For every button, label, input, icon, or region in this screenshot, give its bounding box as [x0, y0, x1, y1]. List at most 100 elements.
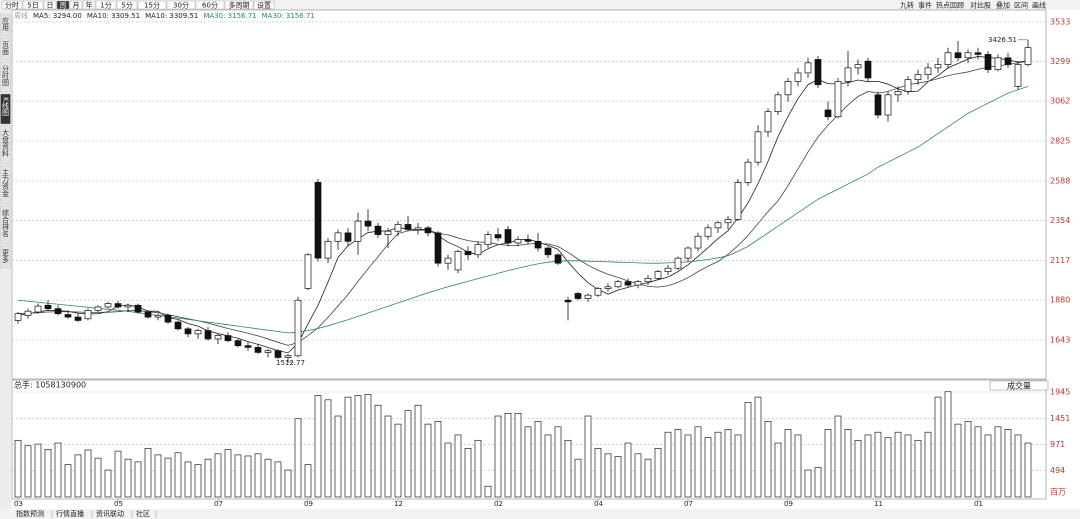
candle-body — [694, 235, 702, 249]
candle-body — [804, 62, 812, 74]
x-tick-label: 05 — [114, 500, 123, 508]
sidebar-label[interactable]: 应用 — [2, 16, 10, 32]
candle-body — [504, 229, 512, 244]
sidebar-label[interactable]: 分时图 — [2, 64, 10, 87]
tool-label[interactable]: 热点回顾 — [936, 1, 964, 10]
toolbar-label[interactable]: 周 — [60, 2, 67, 10]
toolbar-label[interactable]: 日 — [47, 2, 54, 10]
bottom-tab[interactable]: 行情直播 — [56, 509, 84, 518]
volume-bar — [884, 437, 892, 498]
toolbar-label[interactable]: 月 — [73, 2, 80, 10]
candle-body — [614, 281, 622, 288]
x-tick-label: 09 — [784, 500, 793, 508]
toolbar-label[interactable]: 30分 — [173, 1, 189, 10]
candle-body — [944, 52, 952, 65]
sidebar-tab[interactable] — [0, 125, 11, 165]
toolbar-button[interactable] — [82, 0, 96, 10]
volume-bar — [904, 434, 912, 498]
volume-bar — [634, 453, 642, 498]
tool-label[interactable]: 事件 — [918, 1, 932, 10]
bottom-tab[interactable]: 资讯联动 — [96, 509, 124, 518]
sidebar-label[interactable]: 综合排名 — [2, 208, 10, 238]
sidebar-label[interactable]: 主力资金 — [2, 168, 10, 197]
volume-bar — [74, 454, 82, 498]
candle-body — [564, 299, 572, 303]
volume-bar — [674, 429, 682, 498]
volume-bar — [894, 431, 902, 498]
volume-bar — [254, 453, 262, 498]
candle-body — [194, 330, 202, 335]
candle-body — [1004, 57, 1012, 65]
toolbar-label[interactable]: 年 — [86, 1, 93, 10]
toolbar-label[interactable]: 分时 — [5, 1, 19, 10]
volume-bar — [704, 437, 712, 498]
tool-label[interactable]: 区间 — [1014, 2, 1028, 10]
candle-body — [354, 220, 362, 242]
volume-selector[interactable] — [989, 380, 1049, 391]
toolbar-button[interactable] — [137, 0, 167, 10]
candle-body — [144, 311, 152, 318]
volume-bar — [184, 461, 192, 498]
toolbar-label[interactable]: 设置 — [257, 1, 271, 10]
sidebar-tab[interactable] — [0, 245, 11, 269]
candle-body — [404, 224, 412, 230]
toolbar-button[interactable] — [253, 0, 275, 10]
sidebar-tab[interactable] — [0, 61, 11, 93]
sidebar-tab[interactable] — [0, 37, 11, 61]
toolbar-button[interactable] — [195, 0, 225, 10]
volume-bar — [324, 399, 332, 498]
y-tick-label: 1643 — [1050, 336, 1070, 345]
volume-bar — [454, 434, 462, 498]
bottom-tab[interactable]: 指数预测 — [16, 509, 44, 518]
candle-body — [424, 227, 432, 234]
toolbar-button[interactable] — [95, 0, 117, 10]
toolbar-button[interactable] — [116, 0, 138, 10]
candle-body — [704, 227, 712, 237]
sidebar-label[interactable]: K线图 — [2, 97, 10, 117]
toolbar-button[interactable] — [56, 0, 70, 10]
sidebar-tab[interactable] — [0, 165, 11, 205]
volume-selector-label[interactable]: 成交量 — [1007, 381, 1031, 391]
y-tick-label: 1880 — [1050, 296, 1070, 305]
candle-body — [314, 182, 322, 259]
toolbar-button[interactable] — [69, 0, 83, 10]
candle-body — [474, 244, 482, 256]
sidebar-label[interactable]: 页面 — [2, 41, 10, 56]
sidebar-tab[interactable] — [0, 93, 11, 125]
sidebar-tab[interactable] — [0, 13, 11, 37]
legend-entry: MA5: 3294.00 — [33, 12, 82, 20]
tool-label[interactable]: 九转 — [900, 1, 914, 10]
toolbar-button[interactable] — [166, 0, 196, 10]
bottom-tab[interactable]: 社区 — [136, 509, 150, 518]
candle-body — [304, 254, 312, 289]
sidebar-label[interactable]: 大盘资料 — [2, 128, 10, 158]
sidebar-label[interactable]: 更多 — [2, 249, 10, 264]
toolbar-label[interactable]: 5日 — [27, 2, 38, 10]
candle-body — [334, 232, 342, 242]
volume-bar — [84, 449, 92, 498]
toolbar-button[interactable] — [224, 0, 254, 10]
candle-body — [954, 52, 962, 59]
candle-body — [244, 345, 252, 348]
tool-label[interactable]: 画线 — [1032, 1, 1046, 10]
toolbar-label[interactable]: 1分 — [100, 1, 111, 10]
volume-bar — [244, 455, 252, 498]
candle-body — [64, 314, 72, 318]
volume-bar — [64, 464, 72, 498]
toolbar-label[interactable]: 多周期 — [229, 1, 250, 10]
volume-bar — [54, 442, 62, 498]
toolbar-label[interactable]: 60分 — [202, 1, 218, 10]
volume-bar — [694, 426, 702, 498]
toolbar-label[interactable]: 5分 — [121, 1, 132, 10]
volume-bar — [134, 461, 142, 498]
tool-label[interactable]: 叠加 — [996, 1, 1010, 10]
candle-body — [724, 219, 732, 224]
tool-label[interactable]: 对比股 — [970, 1, 991, 10]
legend-entry: MA10: 3309.51 — [87, 12, 140, 20]
y-tick-label: 1945 — [1050, 387, 1070, 396]
toolbar-button[interactable] — [43, 0, 57, 10]
sidebar-tab[interactable] — [0, 205, 11, 245]
toolbar-label[interactable]: 15分 — [144, 1, 160, 10]
toolbar-button[interactable] — [1, 0, 23, 10]
toolbar-button[interactable] — [22, 0, 44, 10]
